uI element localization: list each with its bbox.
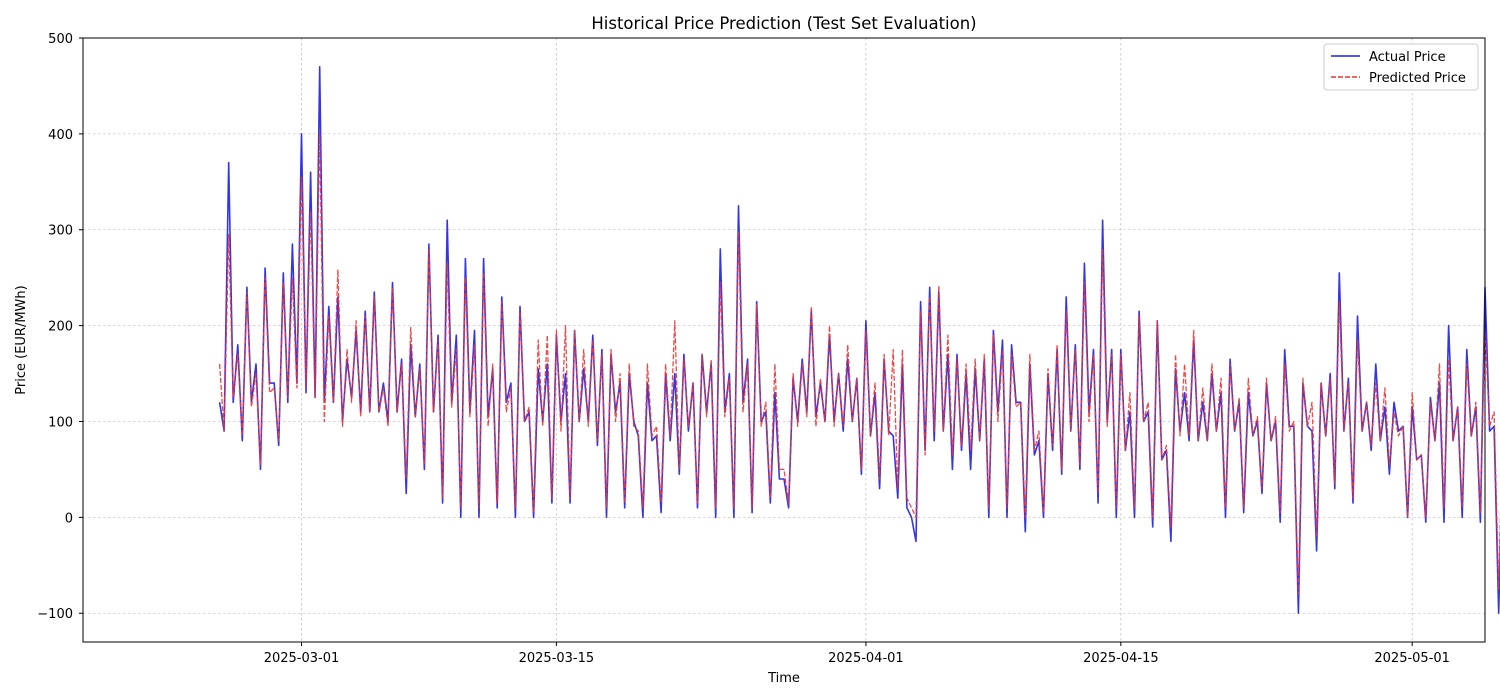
y-tick-label: 200 <box>48 320 73 335</box>
y-tick-label: 100 <box>48 415 73 430</box>
y-tick-label: 300 <box>48 224 73 239</box>
legend-label-predicted: Predicted Price <box>1369 71 1466 86</box>
x-tick-label: 2025-04-01 <box>828 651 904 666</box>
legend: Actual Price Predicted Price <box>1323 43 1479 91</box>
x-tick-label: 2025-03-15 <box>519 651 595 666</box>
axis-ticks: −100 0 100 200 300 400 500 2025-03-01 2025-03-15… <box>37 32 1450 666</box>
x-axis-label: Time <box>767 671 800 686</box>
y-tick-label: −100 <box>37 607 73 622</box>
y-tick-label: 400 <box>48 128 73 143</box>
x-tick-label: 2025-03-01 <box>264 651 340 666</box>
x-tick-label: 2025-05-01 <box>1374 651 1450 666</box>
y-tick-label: 500 <box>48 32 73 47</box>
y-axis-label: Price (EUR/MWh) <box>14 285 29 394</box>
legend-box <box>1323 43 1479 91</box>
chart-title: Historical Price Prediction (Test Set Ev… <box>591 14 976 33</box>
y-tick-label: 0 <box>65 511 73 526</box>
plot-frame <box>82 37 1486 643</box>
legend-label-actual: Actual Price <box>1369 50 1446 65</box>
predicted-price-line <box>218 133 1500 595</box>
series-lines <box>218 66 1500 614</box>
x-tick-label: 2025-04-15 <box>1083 651 1159 666</box>
